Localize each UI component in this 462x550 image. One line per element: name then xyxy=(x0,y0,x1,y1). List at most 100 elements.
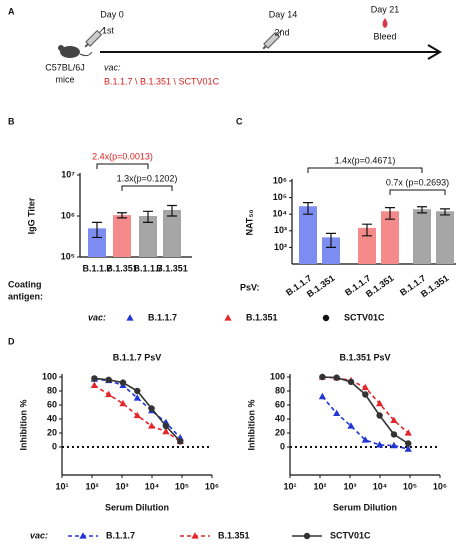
marker xyxy=(126,314,134,321)
annotation: 1.4x(p=0.4671) xyxy=(335,155,396,165)
x-tick-label: B.1.1.7 xyxy=(133,263,162,273)
bar xyxy=(322,237,340,264)
error-bar xyxy=(440,208,450,216)
y-tick-label: 10⁴ xyxy=(273,209,287,219)
marker xyxy=(390,441,398,449)
y-axis-label: IgG Titer xyxy=(26,197,36,234)
y-tick-label: 60 xyxy=(275,399,285,409)
error-bar xyxy=(362,223,372,237)
marker xyxy=(79,532,87,539)
marker xyxy=(162,422,170,430)
y-axis-label: Inhibition % xyxy=(18,400,28,451)
bracket xyxy=(121,185,173,191)
y-tick-label: 0 xyxy=(280,441,285,451)
bar xyxy=(163,210,181,257)
annotation: 1.3x(p=0.1202) xyxy=(117,173,178,183)
legend-label: B.1.351 xyxy=(218,530,250,540)
error-bar xyxy=(326,232,336,248)
bar xyxy=(299,206,317,264)
category-caption: antigen: xyxy=(8,291,43,301)
legend-label: vac: xyxy=(30,530,48,540)
x-tick-label: 10⁵ xyxy=(175,481,189,491)
day-label: Day 14 xyxy=(269,9,298,19)
marker xyxy=(376,441,384,448)
y-tick-label: 10³ xyxy=(274,225,287,235)
arrow-head xyxy=(427,44,442,60)
legend-label: vac: xyxy=(88,312,106,322)
y-tick-label: 80 xyxy=(275,385,285,395)
annotation: 0.7x (p=0.2693) xyxy=(386,177,449,187)
error-bar xyxy=(417,206,427,214)
marker xyxy=(404,429,412,436)
panel-label: A xyxy=(8,6,15,16)
event-label: Bleed xyxy=(373,31,396,41)
x-tick-label: 10¹ xyxy=(283,481,296,491)
vac-label: vac: xyxy=(104,62,121,72)
y-tick-label: 60 xyxy=(47,399,57,409)
timeline-graphics xyxy=(58,18,442,60)
marker xyxy=(191,532,199,539)
y-tick-label: 100 xyxy=(270,371,285,381)
marker xyxy=(376,399,384,407)
bar xyxy=(358,227,376,264)
marker xyxy=(361,436,369,443)
vac-strains: B.1.1.7 \ B.1.351 \ SCTV01C xyxy=(104,76,220,86)
marker xyxy=(333,374,340,381)
panel-label: B xyxy=(8,116,15,126)
y-axis-label: NAT₅₀ xyxy=(244,209,254,235)
error-bar xyxy=(385,206,395,220)
marker xyxy=(134,387,141,395)
marker xyxy=(333,409,341,416)
blood-drop xyxy=(382,18,388,28)
x-tick-label: 10³ xyxy=(115,481,128,491)
x-tick-label: B.1.1.7 xyxy=(82,263,111,273)
marker xyxy=(376,412,383,419)
bar xyxy=(381,211,399,264)
error-bar xyxy=(143,210,153,223)
x-tick-label: 10² xyxy=(85,481,98,491)
mouse-label: mice xyxy=(55,74,74,84)
marker xyxy=(177,438,184,445)
x-axis-label: Serum Dilution xyxy=(105,502,169,512)
syringe-icon xyxy=(262,29,283,50)
panel-label: D xyxy=(8,336,15,346)
event-label: 2nd xyxy=(274,27,289,37)
chart-title: B.1.351 PsV xyxy=(339,352,390,362)
mouse-icon xyxy=(58,45,93,58)
marker xyxy=(119,379,127,386)
mouse-strain: C57BL/6J xyxy=(45,62,85,72)
x-tick-label: 10¹ xyxy=(55,481,68,491)
bar xyxy=(113,215,131,257)
x-axis-label: Serum Dilution xyxy=(333,502,397,512)
marker xyxy=(347,422,355,429)
bar xyxy=(436,211,454,264)
panel-label: C xyxy=(236,116,243,126)
marker xyxy=(133,411,141,419)
chart-title: B.1.1.7 PsV xyxy=(113,352,162,362)
syringe-icon xyxy=(84,27,105,48)
y-tick-label: 10⁶ xyxy=(61,210,75,220)
category-caption: PsV: xyxy=(240,282,260,292)
marker xyxy=(119,399,127,407)
marker xyxy=(319,373,326,381)
event-label: 1st xyxy=(102,25,115,35)
marker xyxy=(303,532,311,540)
y-tick-label: 10⁵ xyxy=(273,192,287,202)
y-tick-label: 40 xyxy=(275,413,285,423)
marker xyxy=(390,416,398,423)
y-tick-label: 10⁷ xyxy=(61,169,75,179)
y-tick-label: 40 xyxy=(47,413,57,423)
x-tick-label: B.1.351 xyxy=(106,263,138,273)
legend-label: B.1.1.7 xyxy=(106,530,135,540)
marker xyxy=(133,394,141,401)
day-label: Day 0 xyxy=(100,9,124,19)
marker xyxy=(322,314,330,322)
marker xyxy=(347,378,355,386)
y-tick-label: 20 xyxy=(47,427,57,437)
legend-label: B.1.1.7 xyxy=(148,312,177,322)
error-bar xyxy=(303,201,313,215)
category-caption: Coating xyxy=(8,279,42,289)
marker xyxy=(148,405,155,412)
x-tick-label: 10⁴ xyxy=(145,481,159,491)
y-tick-label: 0 xyxy=(52,441,57,451)
